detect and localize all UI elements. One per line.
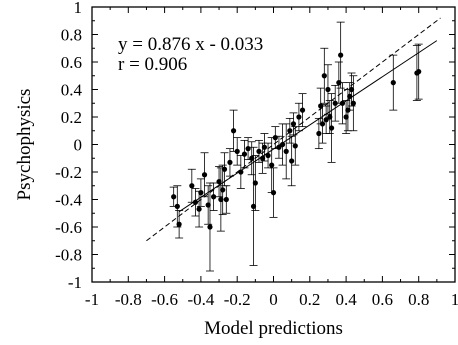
data-point — [323, 117, 329, 123]
data-point — [270, 190, 277, 196]
data-point — [416, 69, 422, 75]
data-point — [319, 121, 326, 127]
y-tick-label: -0.4 — [55, 191, 82, 210]
y-tick-label: 0.2 — [61, 108, 82, 127]
data-point — [287, 128, 293, 134]
data-point — [269, 162, 275, 168]
data-point — [196, 206, 202, 212]
data-point — [250, 203, 257, 209]
x-tick-label: -0.6 — [151, 290, 178, 309]
data-point — [234, 148, 240, 154]
data-point — [339, 100, 346, 106]
data-point — [256, 148, 262, 154]
data-point — [260, 155, 266, 161]
data-point — [252, 180, 258, 186]
regression-line — [178, 40, 438, 213]
y-tick-label: -0.8 — [55, 246, 82, 265]
y-tick-label: 0.4 — [61, 81, 83, 100]
data-point — [238, 169, 244, 175]
data-point — [265, 152, 271, 159]
data-point — [325, 86, 331, 93]
data-point — [205, 202, 211, 208]
data-point — [343, 114, 349, 120]
data-point — [216, 179, 222, 185]
data-point — [390, 80, 396, 86]
annotation-r: r = 0.906 — [118, 54, 187, 75]
x-tick-label: -0.8 — [115, 290, 142, 309]
data-point — [245, 146, 251, 152]
data-point — [171, 194, 177, 200]
data-point — [347, 93, 353, 99]
data-point — [230, 128, 237, 134]
y-tick-label: -1 — [68, 273, 82, 292]
data-point — [348, 86, 355, 93]
data-point — [261, 144, 268, 150]
data-point — [218, 196, 224, 203]
data-point — [321, 73, 327, 79]
data-point — [198, 190, 204, 196]
y-tick-label: -0.6 — [55, 218, 82, 237]
data-point — [272, 135, 278, 141]
ticks-layer: -1 -0.8 -0.6 -0.4 -0.2 0 0.2 0.4 0.6 0.8 1 -1 -0.8 -0… — [55, 0, 458, 309]
data-point — [292, 143, 298, 149]
data-point — [189, 183, 195, 189]
data-point — [328, 125, 335, 131]
data-point — [220, 187, 226, 193]
data-point — [192, 199, 199, 205]
x-tick-label: 0.2 — [299, 290, 320, 309]
x-axis-title: Model predictions — [204, 318, 343, 339]
data-point — [249, 155, 255, 161]
y-axis-title: Psychophysics — [14, 89, 35, 201]
data-point — [176, 221, 182, 227]
data-point — [211, 194, 217, 200]
y-tick-label: 0.8 — [61, 26, 82, 45]
annotation-equation: y = 0.876 x - 0.033 — [118, 34, 263, 55]
x-tick-label: 0.8 — [408, 290, 429, 309]
data-point — [279, 141, 286, 148]
data-point — [227, 159, 233, 165]
x-tick-label: 1 — [451, 290, 458, 309]
data-point — [350, 100, 356, 106]
x-tick-label: -0.2 — [224, 290, 251, 309]
data-point — [290, 121, 297, 127]
data-point — [201, 172, 208, 178]
y-tick-label: -0.2 — [55, 163, 82, 182]
data-point — [276, 144, 282, 150]
data-point — [327, 114, 333, 120]
data-point — [289, 158, 295, 164]
data-point — [221, 166, 228, 172]
data-point — [223, 196, 229, 203]
x-tick-label: 0.4 — [335, 290, 357, 309]
data-point — [299, 107, 306, 113]
data-point — [296, 114, 302, 120]
x-tick-label: 0.6 — [372, 290, 393, 309]
points-layer — [169, 21, 423, 272]
data-point — [241, 151, 248, 157]
data-point — [207, 224, 213, 230]
data-point — [316, 130, 322, 137]
x-tick-label: -1 — [85, 290, 99, 309]
y-tick-label: 1 — [74, 0, 83, 17]
data-point — [338, 52, 344, 58]
y-tick-label: 0.6 — [61, 53, 82, 72]
data-point — [283, 148, 289, 154]
x-tick-label: -0.4 — [187, 290, 214, 309]
x-tick-label: 0 — [269, 290, 278, 309]
y-tick-label: 0 — [74, 136, 83, 155]
data-point — [174, 203, 180, 209]
